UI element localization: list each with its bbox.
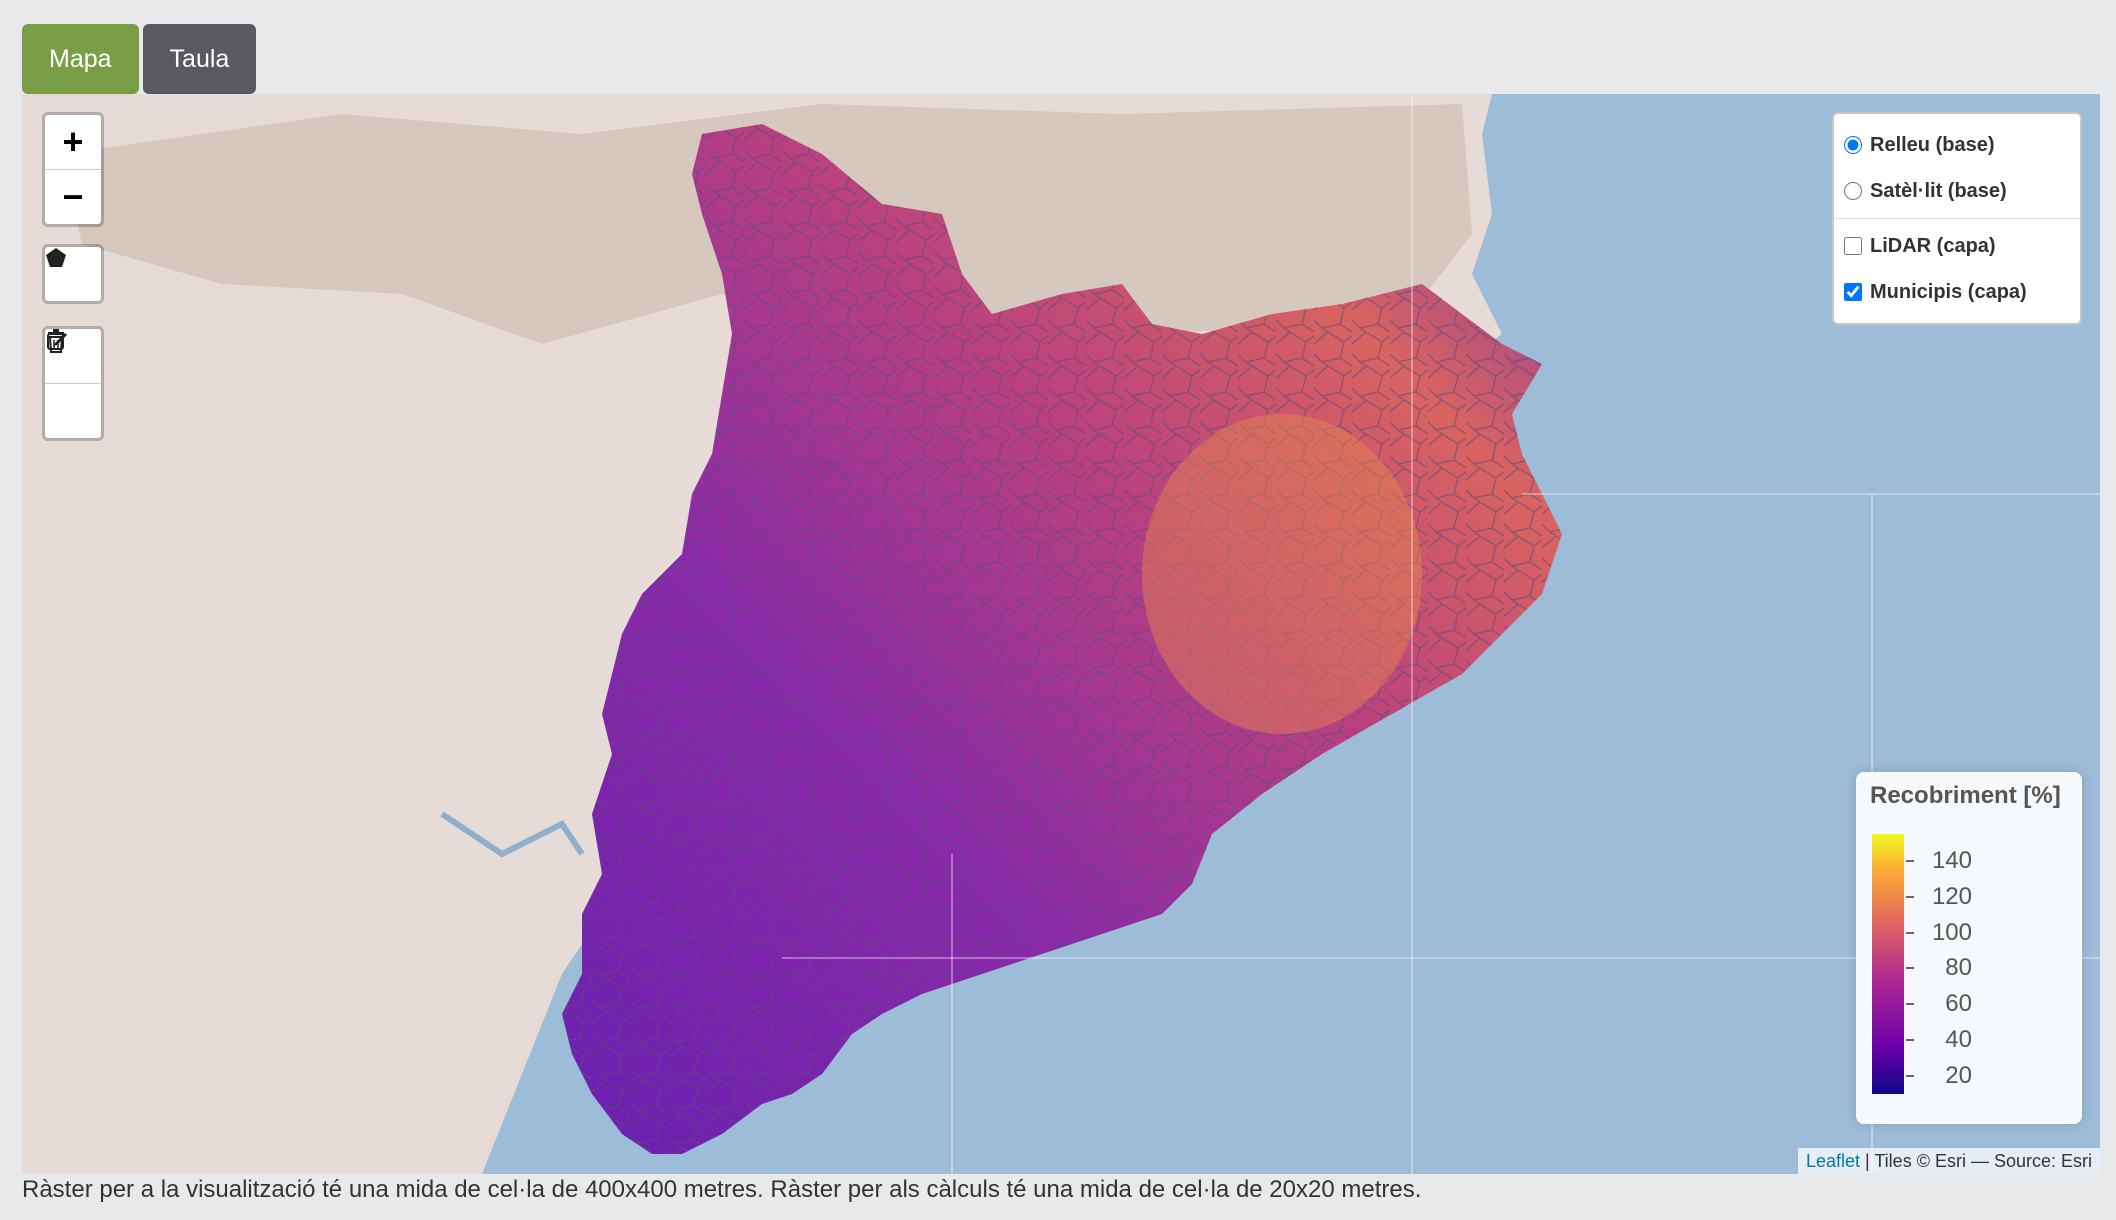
layer-satelit-radio[interactable] — [1844, 182, 1862, 200]
legend-tick-label: 20 — [1945, 1062, 1972, 1090]
legend: Recobriment [%] 140 120 100 80 60 40 20 — [1856, 772, 2082, 1124]
legend-title: Recobriment [%] — [1870, 782, 2061, 809]
legend-tick-label: 120 — [1931, 882, 1972, 910]
view-tabs: Mapa Taula — [22, 24, 257, 94]
legend-tick-mark — [1906, 931, 1914, 934]
map-container[interactable]: + − Relleu (b — [22, 94, 2100, 1174]
layer-satelit-label: Satèl·lit (base) — [1870, 179, 2007, 202]
raster-caption: Ràster per a la visualització té una mid… — [22, 1176, 1422, 1203]
layer-control: Relleu (base) Satèl·lit (base) LiDAR (ca… — [1832, 112, 2082, 325]
pentagon-icon — [46, 248, 66, 267]
legend-tick-mark — [1906, 895, 1914, 898]
legend-tick-mark — [1906, 1039, 1914, 1042]
map-canvas[interactable] — [22, 94, 2100, 1174]
edit-toolbar — [42, 326, 104, 441]
legend-colorbar — [1872, 834, 1904, 1094]
attribution: Leaflet | Tiles © Esri — Source: Esri — [1797, 1148, 2100, 1174]
legend-tick-label: 100 — [1931, 918, 1972, 946]
zoom-in-button[interactable]: + — [62, 121, 84, 162]
draw-toolbar — [42, 244, 104, 304]
legend-tick-mark — [1906, 859, 1914, 862]
tab-taula[interactable]: Taula — [142, 24, 257, 94]
trash-icon — [48, 329, 64, 353]
legend-tick-mark — [1906, 1003, 1914, 1006]
legend-tick-label: 60 — [1945, 990, 1972, 1018]
layer-relleu[interactable]: Relleu (base) — [1844, 122, 2070, 168]
layer-divider — [1834, 218, 2080, 219]
layer-lidar-label: LiDAR (capa) — [1870, 234, 1996, 257]
layer-lidar[interactable]: LiDAR (capa) — [1844, 223, 2070, 269]
high-coverage-region — [1142, 414, 1422, 734]
legend-tick-label: 40 — [1945, 1026, 1972, 1054]
draw-polygon-button[interactable] — [45, 247, 101, 301]
legend-tick-label: 80 — [1945, 954, 1972, 982]
legend-tick-label: 140 — [1931, 846, 1972, 874]
attribution-text: | Tiles © Esri — Source: Esri — [1860, 1151, 2092, 1171]
layer-municipis-checkbox[interactable] — [1844, 283, 1862, 301]
river — [440, 811, 585, 858]
layer-municipis-label: Municipis (capa) — [1870, 280, 2027, 303]
layer-relleu-label: Relleu (base) — [1870, 133, 1995, 156]
layer-relleu-radio[interactable] — [1844, 136, 1862, 154]
delete-layers-button[interactable] — [45, 329, 101, 438]
zoom-control: + − — [42, 112, 104, 227]
municipality-borders — [562, 124, 1562, 1154]
leaflet-link[interactable]: Leaflet — [1805, 1151, 1860, 1171]
tab-mapa[interactable]: Mapa — [22, 24, 139, 94]
legend-tick-mark — [1906, 1075, 1914, 1078]
layer-lidar-checkbox[interactable] — [1844, 237, 1862, 255]
layer-satelit[interactable]: Satèl·lit (base) — [1844, 168, 2070, 214]
layer-municipis[interactable]: Municipis (capa) — [1844, 269, 2070, 315]
legend-tick-mark — [1906, 967, 1914, 970]
zoom-out-button[interactable]: − — [45, 169, 101, 224]
